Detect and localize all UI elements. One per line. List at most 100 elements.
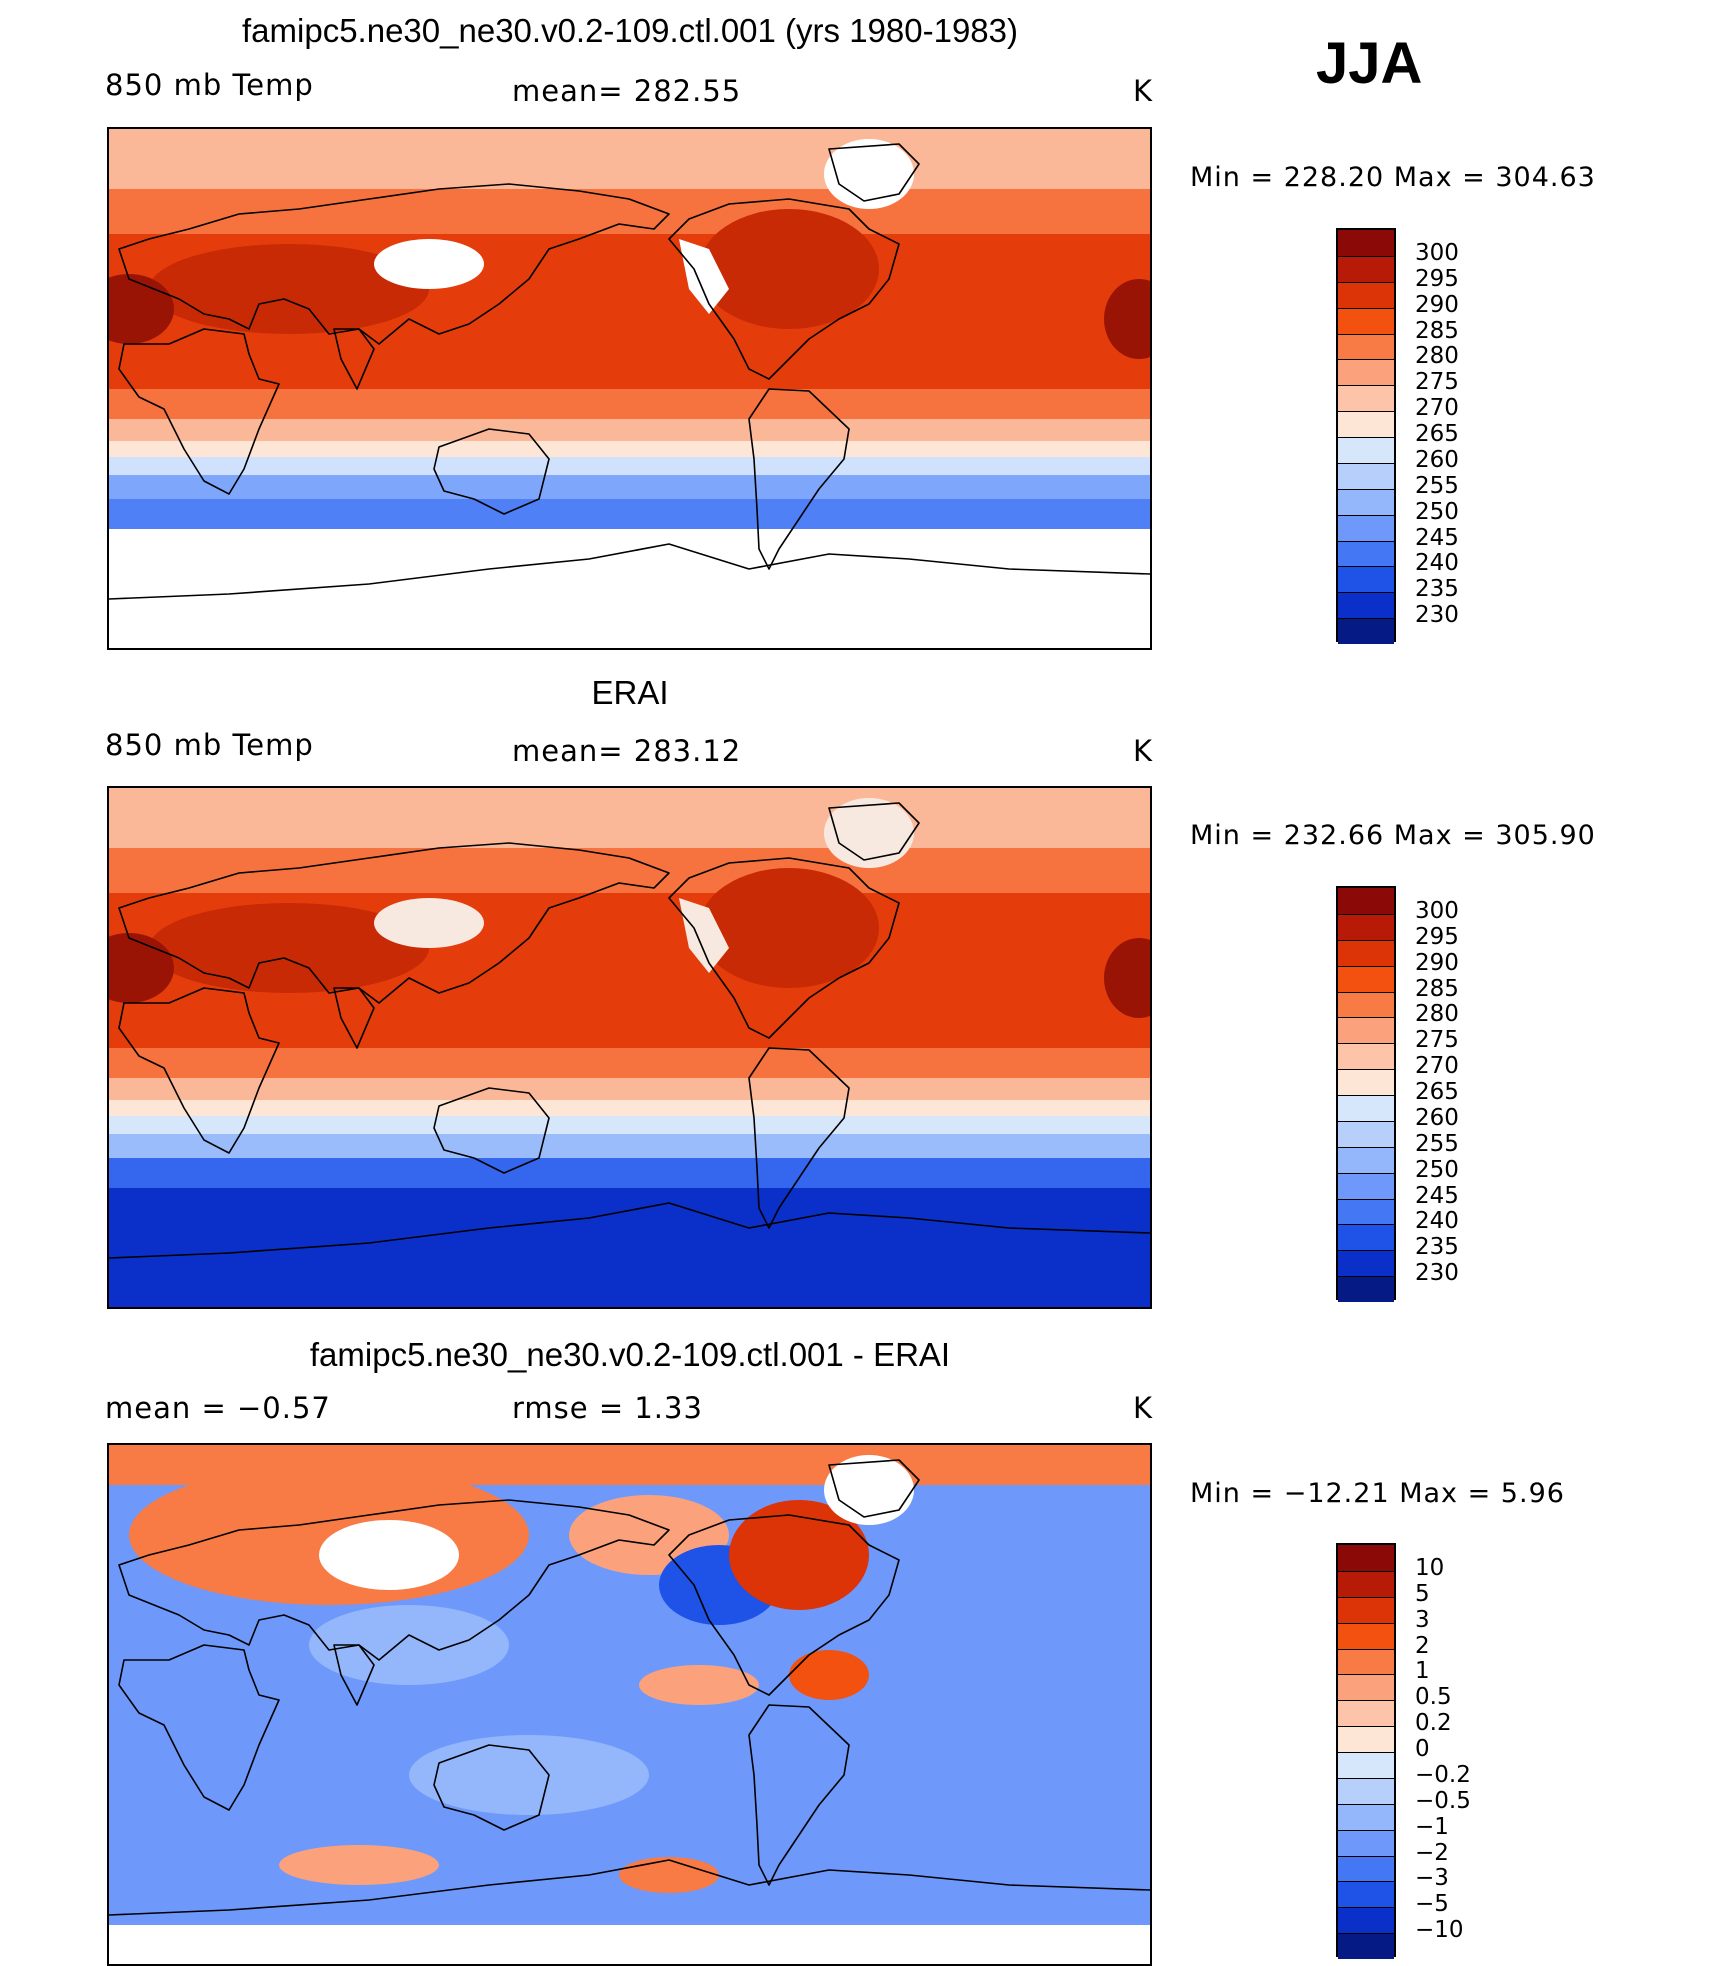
field-america-warm [699,209,879,329]
panel-1-map-field [109,129,1150,648]
field-africa-hot [109,274,174,344]
panel-1-colorbar [1336,228,1396,644]
colorbar-swatch [1338,1881,1394,1908]
north-america-coast [668,857,900,1039]
colorbar-tick-label: 280 [1415,343,1459,370]
colorbar-swatch [1338,1146,1394,1173]
africa-coast [118,328,280,495]
colorbar-swatch [1338,965,1394,992]
field-greenland [824,798,914,868]
diff-eurasia-warm [129,1465,529,1605]
colorbar-tick-label: 260 [1415,1104,1459,1131]
colorbar-tick-label: 280 [1415,1001,1459,1028]
colorbar-swatch [1338,1095,1394,1121]
field-s-mid-band [109,457,1150,475]
colorbar-tick-label: 235 [1415,576,1459,603]
field-midlat-band [109,189,1150,234]
diff-greenland [824,1455,914,1525]
colorbar-swatch [1338,1596,1394,1623]
colorbar-tick-label: 0 [1415,1736,1430,1762]
season-label: JJA [1316,31,1423,96]
australia-coast [433,1087,550,1174]
australia-coast [433,428,550,515]
colorbar-swatch [1338,1250,1394,1277]
colorbar-swatch [1338,359,1394,386]
colorbar-swatch [1338,1907,1394,1934]
colorbar-tick-label: 245 [1415,1182,1459,1209]
colorbar-swatch [1338,385,1394,412]
diff-ross-warm [619,1857,719,1893]
colorbar-tick-label: 230 [1415,1260,1459,1287]
field-greenland [824,139,914,209]
colorbar-swatch [1338,1648,1394,1675]
colorbar-swatch [1338,514,1394,541]
field-east-hot [1104,938,1150,1018]
colorbar-swatch [1338,411,1394,437]
colorbar-tick-label: 295 [1415,265,1459,292]
field-s-cool-band [109,1134,1150,1158]
field-s-mild-band [109,1100,1150,1116]
colorbar-tick-label: 250 [1415,1156,1459,1183]
colorbar-swatch [1338,1855,1394,1882]
colorbar-swatch [1338,1545,1394,1571]
panel-2-variable-label: 850 mb Temp [105,728,314,762]
field-north-band [109,129,1150,189]
panel-2-title: ERAI [591,674,669,711]
colorbar-tick-label: 3 [1415,1606,1430,1633]
colorbar-tick-label: 300 [1415,897,1459,924]
north-america-coast [668,198,900,380]
colorbar-tick-label: 0.5 [1415,1684,1452,1711]
panel-2-mean-label: mean= 283.12 [512,734,742,768]
india-coast [333,987,375,1049]
antarctica-coast [109,1859,1150,1916]
panel-1-map [107,127,1152,650]
greenland-coast [828,802,920,861]
south-america-coast [748,388,850,570]
colorbar-tick-label: 1 [1415,1658,1430,1685]
colorbar-tick-label: 270 [1415,1053,1459,1080]
greenland-coast [828,1459,920,1518]
india-coast [333,328,375,390]
colorbar-swatch [1338,540,1394,567]
field-africa-hot [109,933,174,1003]
field-asia-warm [149,903,429,993]
panel-2-map [107,786,1152,1309]
colorbar-swatch [1338,1120,1394,1147]
diff-indian-ocean [309,1605,509,1685]
panel-2-map-field [109,788,1150,1307]
eurasia-coast [118,183,670,345]
colorbar-tick-label: 295 [1415,923,1459,950]
colorbar-swatch [1338,230,1394,256]
diff-sa-warm [789,1650,869,1700]
colorbar-swatch [1338,1726,1394,1752]
diff-pacific-warm [639,1665,759,1705]
field-subtrop-band [109,1048,1150,1078]
field-polar-band [109,1188,1150,1307]
field-s-cold-band [109,499,1150,529]
colorbar-swatch [1338,1276,1394,1302]
colorbar-swatch [1338,437,1394,463]
colorbar-tick-label: 5 [1415,1580,1430,1607]
colorbar-tick-label: −2 [1415,1839,1449,1866]
colorbar-tick-label: −0.5 [1415,1787,1471,1814]
field-asia-warm [149,244,429,334]
panel-1-title: famipc5.ne30_ne30.v0.2-109.ctl.001 (yrs … [242,12,1018,49]
panel-1-mean-label: mean= 282.55 [512,74,742,108]
panel-3-map [107,1443,1152,1966]
panel-1-min-max: Min = 228.20 Max = 304.63 [1190,162,1596,193]
colorbar-tick-label: 290 [1415,949,1459,976]
panel-2-units: K [1133,734,1154,768]
colorbar-swatch [1338,255,1394,282]
diff-south-indian [409,1735,649,1815]
colorbar-swatch [1338,939,1394,966]
colorbar-swatch [1338,1829,1394,1856]
colorbar-tick-label: 2 [1415,1632,1430,1659]
panel-3-map-field [109,1445,1150,1964]
field-s-cold-band [109,1158,1150,1188]
colorbar-tick-label: 0.2 [1415,1710,1452,1737]
africa-coast [118,1644,280,1811]
field-s-warm-band [109,1078,1150,1100]
south-america-coast [748,1047,850,1229]
africa-coast [118,987,280,1154]
field-tibet [374,239,484,289]
